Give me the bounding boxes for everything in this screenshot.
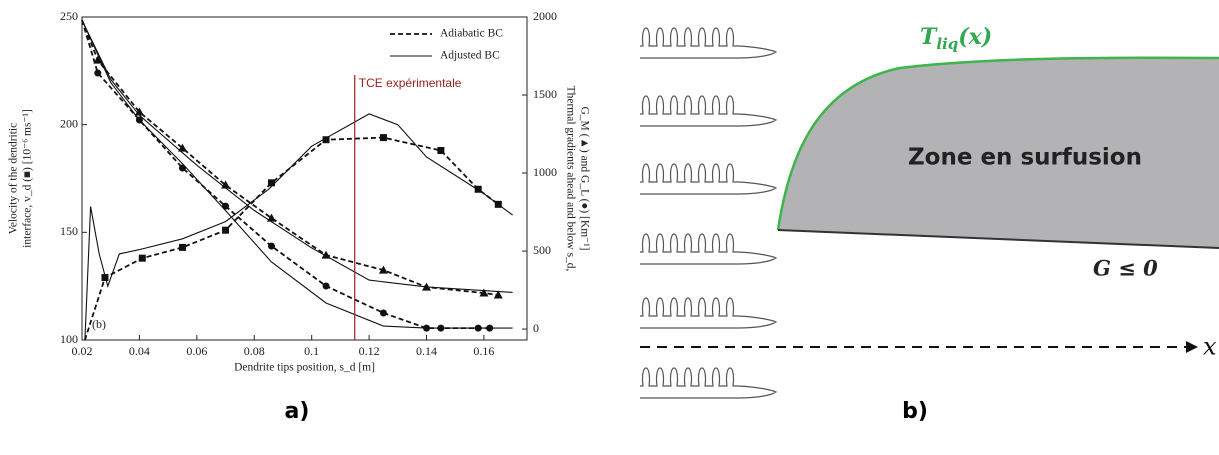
series-line [81, 19, 513, 293]
marker-triangle [493, 290, 503, 299]
y-tick-label: 150 [60, 224, 78, 238]
zone-bottom [777, 229, 1219, 249]
dendrite [640, 233, 778, 265]
y-tick-label: 200 [60, 116, 78, 130]
y-tick-label: 250 [60, 9, 78, 23]
caption: b) [902, 399, 928, 424]
dendrite [640, 297, 778, 329]
marker-triangle [378, 265, 388, 274]
series-line [81, 19, 499, 296]
legend-label: Adjusted BC [440, 50, 500, 62]
marker-square [138, 254, 146, 262]
series-line [81, 19, 513, 329]
series-line [81, 19, 490, 329]
dendrite [640, 367, 778, 399]
x-tick-label: 0.1 [304, 344, 319, 358]
x-tick-label: 0.12 [359, 344, 380, 358]
marker-triangle [134, 107, 144, 116]
panel-tag: (b) [92, 317, 106, 331]
diagram-b: Tliq(x) Zone en surfusion G ≤ 0 x [640, 24, 1219, 399]
x-tick-label: 0.08 [244, 344, 265, 358]
liquidus-label: Tliq(x) [920, 24, 992, 53]
y2-tick-label: 1000 [533, 165, 557, 179]
marker-circle [94, 69, 102, 77]
undercooled-zone [778, 57, 1219, 248]
y2-axis-label: Thermal gradients ahead and below s_d, [564, 86, 576, 272]
legend-label: Adiabatic BC [440, 28, 503, 40]
marker-square [267, 179, 275, 187]
marker-triangle [93, 55, 103, 64]
x-tick-label: 0.16 [473, 344, 494, 358]
y-tick-label: 100 [60, 332, 78, 346]
marker-square [437, 147, 445, 155]
y2-axis-label: G_M (▲) and G_L (●) [Km⁻¹] [578, 107, 590, 251]
marker-triangle [177, 143, 187, 152]
x-tick-label: 0.04 [129, 344, 150, 358]
gradient-label: G ≤ 0 [1093, 256, 1158, 281]
annotation-text: TCE expérimentale [359, 76, 462, 90]
y2-tick-label: 500 [533, 243, 551, 257]
x-tick-label: 0.14 [416, 344, 437, 358]
marker-triangle [479, 288, 489, 297]
axis-label: x [1203, 333, 1217, 361]
x-axis-label: Dendrite tips position, s_d [m] [234, 362, 375, 374]
liquidus-curve [776, 56, 1219, 231]
marker-square [474, 185, 482, 193]
y2-tick-label: 1500 [533, 87, 557, 101]
marker-square [379, 134, 387, 142]
dendrite [640, 27, 778, 59]
y-axis-label: interface, v_d (■) [10⁻⁶ ms⁻¹] [22, 109, 34, 248]
marker-square [178, 243, 186, 251]
dendrite [640, 163, 778, 195]
marker-square [222, 226, 230, 234]
caption: a) [285, 399, 310, 424]
marker-square [322, 136, 330, 144]
plot-frame [81, 16, 528, 341]
chart-a: 0.02 0.04 0.06 0.08 0.1 0.12 0.14 0.16 100 150 200… [8, 9, 591, 374]
x-tick-label: 0.06 [186, 344, 207, 358]
marker-circle [322, 282, 330, 290]
y2-tick-label: 2000 [533, 9, 557, 23]
series-line [84, 136, 499, 341]
arrow-head [1186, 341, 1198, 353]
series-line [84, 113, 513, 341]
dendrite [640, 95, 778, 127]
marker-circle [267, 242, 275, 250]
marker-circle [379, 309, 387, 317]
y2-tick-label: 0 [533, 321, 539, 335]
x-tick-label: 0.02 [72, 344, 93, 358]
y-axis-label: Velocity of the dendritic [8, 123, 20, 234]
zone-label: Zone en surfusion [908, 145, 1142, 171]
